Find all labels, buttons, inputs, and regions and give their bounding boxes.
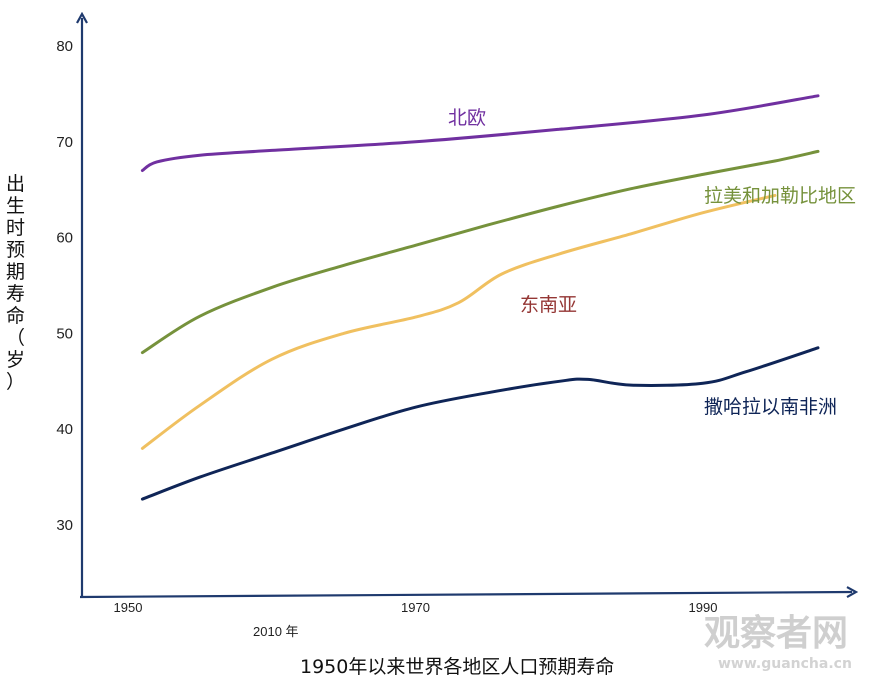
label-latin-america: 拉美和加勒比地区: [704, 185, 856, 207]
series-labels: 北欧 拉美和加勒比地区 东南亚 撒哈拉以南非洲: [448, 107, 856, 418]
x-tick-label: 1950: [114, 600, 143, 615]
y-tick-label: 50: [56, 325, 73, 342]
x-axis-line: [79, 592, 852, 599]
label-north-europe: 北欧: [448, 107, 486, 129]
watermark-text: 观察者网: [704, 613, 848, 654]
series-line-sub-saharan-africa: [140, 346, 820, 501]
y-axis-label: 出生时预期寿命（岁）: [6, 173, 25, 393]
x-axis: [79, 592, 852, 599]
x-tick-label: 1990: [689, 600, 718, 615]
series-line-southeast-asia: [140, 193, 777, 450]
y-tick-label: 60: [56, 230, 73, 247]
series-line-north-europe: [140, 94, 820, 172]
label-southeast-asia: 东南亚: [520, 294, 577, 316]
x-tick-label: 1970: [401, 600, 430, 615]
series-lines: [140, 94, 820, 501]
x-tick-labels: 1950 1970 1990: [114, 600, 718, 615]
watermark: 观察者网 www.guancha.cn: [704, 613, 852, 672]
y-tick-label: 70: [56, 134, 73, 151]
y-tick-label: 30: [56, 517, 73, 534]
x-axis-label: 2010 年: [253, 624, 299, 639]
y-tick-label: 40: [56, 421, 73, 438]
y-tick-labels: 30 40 50 60 70 80: [56, 38, 73, 534]
watermark-url: www.guancha.cn: [718, 656, 852, 672]
chart-title: 1950年以来世界各地区人口预期寿命: [300, 656, 614, 678]
series-line-latin-america: [140, 149, 820, 355]
label-sub-saharan-africa: 撒哈拉以南非洲: [704, 396, 837, 418]
y-tick-label: 80: [56, 38, 73, 55]
